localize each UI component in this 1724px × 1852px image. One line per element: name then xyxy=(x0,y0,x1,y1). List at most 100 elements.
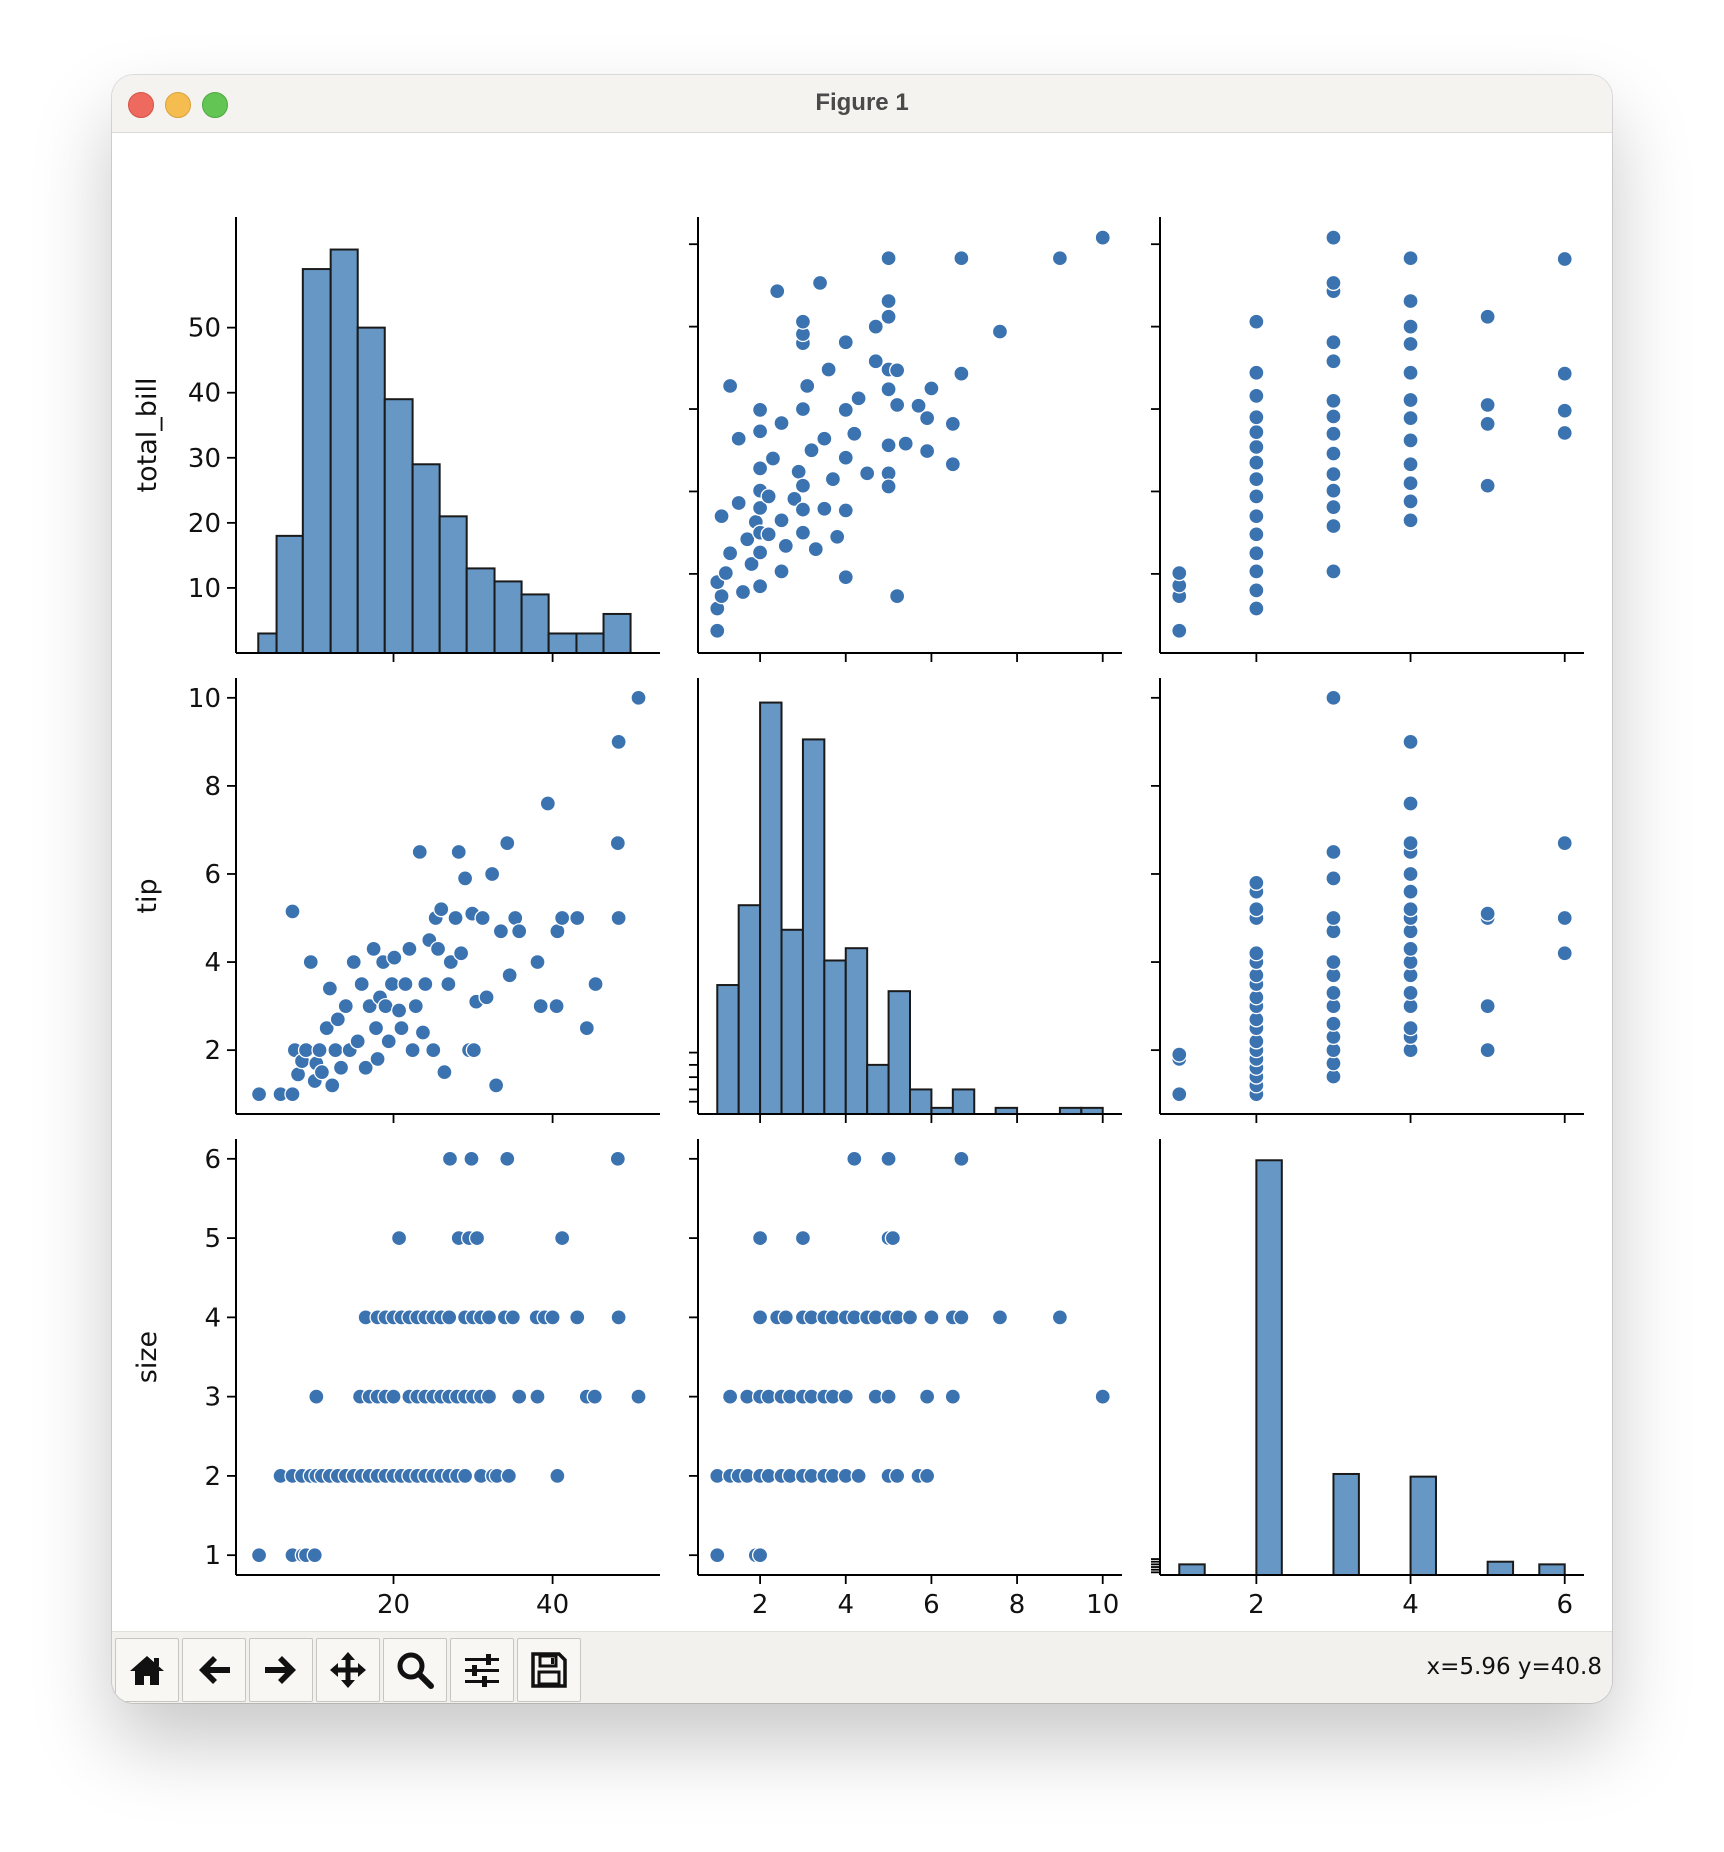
scatter-point xyxy=(1556,424,1573,442)
y-tick-label: 50 xyxy=(188,314,221,344)
scatter-point xyxy=(1051,250,1069,267)
save-button[interactable] xyxy=(517,1638,581,1702)
scatter-point xyxy=(1248,901,1265,918)
histogram-bar xyxy=(951,1088,976,1116)
scatter-point xyxy=(487,1077,505,1094)
histogram-bar xyxy=(737,904,762,1115)
scatter-point xyxy=(474,909,491,927)
scatter-point xyxy=(816,430,833,447)
scatter-point xyxy=(353,975,370,993)
scatter-point xyxy=(918,409,936,427)
subplot-tip-vs-size[interactable] xyxy=(1151,678,1584,1123)
subplot-total_bill-histogram[interactable]: 10 20 30 40 50 xyxy=(188,217,660,662)
scatter-point xyxy=(944,1388,961,1405)
zoom-window-button[interactable] xyxy=(202,92,228,118)
zoom-button[interactable] xyxy=(383,1638,447,1702)
x-tick-label: 4 xyxy=(837,1590,854,1620)
x-tick-label: 10 xyxy=(1086,1590,1119,1620)
subplot-total_bill-vs-tip[interactable] xyxy=(689,217,1122,662)
y-tick-label: 6 xyxy=(204,860,221,890)
scatter-point xyxy=(569,909,586,927)
scatter-point xyxy=(794,501,812,518)
histogram-bar xyxy=(780,928,804,1116)
scatter-point xyxy=(837,1388,854,1405)
subplot-tip-histogram[interactable] xyxy=(689,678,1122,1123)
scatter-point xyxy=(554,1229,571,1247)
zoom-icon xyxy=(397,1652,434,1689)
y-tick-label: 10 xyxy=(188,574,221,604)
scatter-point xyxy=(1325,408,1342,425)
scatter-point xyxy=(1325,984,1342,1002)
scatter-point xyxy=(463,1150,480,1167)
scatter-point xyxy=(329,1011,346,1028)
scatter-point xyxy=(799,377,816,395)
scatter-point xyxy=(1402,292,1419,310)
x-tick-label: 4 xyxy=(1402,1590,1419,1620)
scatter-point xyxy=(306,1547,323,1564)
forward-button[interactable] xyxy=(249,1638,313,1702)
subplots-button[interactable] xyxy=(450,1638,514,1702)
scatter-point xyxy=(499,1150,516,1167)
histogram-bar xyxy=(329,248,359,654)
scatter-point xyxy=(1402,512,1419,529)
scatter-point xyxy=(777,537,794,555)
subplot-size-vs-total_bill[interactable]: 1 2 3 4 5 6 20 40 xyxy=(204,1139,660,1620)
scatter-point xyxy=(297,1041,315,1059)
scatter-point xyxy=(1325,953,1342,971)
subplot-size-histogram[interactable]: 2 4 6 xyxy=(1151,1139,1584,1620)
histogram-bar xyxy=(465,567,496,654)
back-button[interactable] xyxy=(182,1638,246,1702)
scatter-point xyxy=(1248,526,1265,543)
subplot-size-vs-tip[interactable]: 2 4 6 8 10 xyxy=(689,1139,1122,1620)
minimize-window-button[interactable] xyxy=(165,92,191,118)
scatter-point xyxy=(889,396,906,414)
histogram-bar xyxy=(1178,1563,1206,1576)
scatter-point xyxy=(734,583,752,601)
close-window-button[interactable] xyxy=(128,92,154,118)
scatter-point xyxy=(751,401,769,419)
x-axis-label-total_bill: total_bill xyxy=(391,1629,506,1631)
scatter-point xyxy=(953,365,970,382)
scatter-point xyxy=(586,1388,603,1405)
scatter-point xyxy=(549,1467,566,1485)
scatter-point xyxy=(548,997,565,1015)
scatter-point xyxy=(610,733,627,751)
x-tick-label: 2 xyxy=(752,1590,769,1620)
scatter-point xyxy=(816,500,833,517)
scatter-point xyxy=(721,545,739,562)
scatter-point xyxy=(1479,997,1496,1015)
scatter-point xyxy=(1479,415,1496,433)
scatter-point xyxy=(610,909,627,927)
scatter-point xyxy=(1479,396,1496,414)
scatter-point xyxy=(609,835,626,852)
home-button[interactable] xyxy=(115,1638,179,1702)
histogram-bar xyxy=(275,534,304,654)
scatter-point xyxy=(452,945,470,962)
y-tick-label: 8 xyxy=(204,772,221,802)
scatter-point xyxy=(880,1388,897,1405)
window-title: Figure 1 xyxy=(815,89,909,116)
subplot-tip-vs-total_bill[interactable]: 2 4 6 8 10 xyxy=(188,678,660,1123)
pan-button[interactable] xyxy=(316,1638,380,1702)
histogram-bar xyxy=(356,326,386,654)
scatter-point xyxy=(739,531,756,548)
scatter-point xyxy=(390,1229,408,1247)
x-axis-label-size: size xyxy=(1346,1629,1398,1631)
x-tick-label: 8 xyxy=(1009,1590,1026,1620)
title-bar: Figure 1 xyxy=(112,75,1612,133)
scatter-point xyxy=(1171,1086,1188,1103)
scatter-point xyxy=(790,463,807,480)
y-tick-label: 2 xyxy=(204,1462,221,1492)
scatter-point xyxy=(944,415,961,433)
scatter-point xyxy=(1248,470,1265,488)
scatter-point xyxy=(1248,563,1265,580)
scatter-point xyxy=(880,250,897,267)
scatter-point xyxy=(867,318,884,335)
scatter-point xyxy=(743,555,760,573)
subplot-total_bill-vs-size[interactable] xyxy=(1151,217,1584,662)
scatter-point xyxy=(441,1150,459,1167)
scatter-point xyxy=(404,1041,421,1059)
histogram-bar xyxy=(257,632,278,654)
scatter-point xyxy=(713,508,730,525)
